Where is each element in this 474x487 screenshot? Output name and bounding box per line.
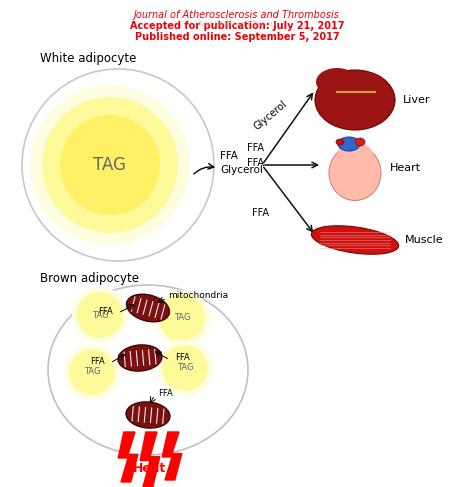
Ellipse shape [48,285,248,455]
Polygon shape [140,432,160,487]
Text: Muscle: Muscle [405,235,444,245]
Text: Published online: September 5, 2017: Published online: September 5, 2017 [135,32,339,42]
Circle shape [159,295,205,341]
Circle shape [162,345,208,391]
Ellipse shape [316,68,358,96]
Text: FFA: FFA [175,354,190,362]
Text: TAG: TAG [174,314,190,322]
Text: FFA: FFA [158,389,173,397]
Circle shape [77,292,123,338]
Ellipse shape [118,345,162,371]
Text: Journal of Atherosclerosis and Thrombosis: Journal of Atherosclerosis and Thrombosi… [134,10,340,20]
Ellipse shape [127,294,170,322]
Ellipse shape [355,73,385,95]
Text: FFA: FFA [98,306,113,316]
Ellipse shape [338,137,360,151]
Text: FFA: FFA [220,151,238,161]
Ellipse shape [329,146,381,201]
Text: Accepted for publication: July 21, 2017: Accepted for publication: July 21, 2017 [130,21,344,31]
Text: FFA: FFA [247,143,264,153]
Text: Glycerol: Glycerol [220,165,263,175]
Text: Heart: Heart [390,163,421,173]
Text: Glycerol: Glycerol [252,98,289,131]
Text: mitochondria: mitochondria [168,291,228,300]
Text: FFA: FFA [247,158,264,168]
Text: TAG: TAG [92,311,108,319]
Text: TAG: TAG [93,156,127,174]
Circle shape [154,290,210,346]
Text: TAG: TAG [177,363,193,373]
Polygon shape [118,432,138,482]
Circle shape [72,287,128,343]
Ellipse shape [311,226,399,254]
Ellipse shape [345,99,385,125]
Circle shape [64,344,120,400]
Ellipse shape [315,70,395,130]
Ellipse shape [355,138,365,146]
Text: White adipocyte: White adipocyte [40,52,137,65]
Circle shape [42,97,178,233]
Text: Nishimoto and Tamori: Nishimoto and Tamori [199,21,275,27]
Circle shape [60,115,160,215]
Circle shape [69,349,115,395]
Text: FFA: FFA [252,208,269,218]
Text: Brown adipocyte: Brown adipocyte [40,272,139,285]
Ellipse shape [337,143,373,163]
Circle shape [22,69,214,261]
Text: FFA: FFA [90,356,105,366]
Text: TAG: TAG [84,368,100,376]
Circle shape [30,85,190,245]
Text: Liver: Liver [403,95,430,105]
Ellipse shape [126,402,170,428]
Ellipse shape [336,139,344,145]
Text: Heat: Heat [133,462,167,475]
Polygon shape [162,432,182,480]
Circle shape [157,340,213,396]
